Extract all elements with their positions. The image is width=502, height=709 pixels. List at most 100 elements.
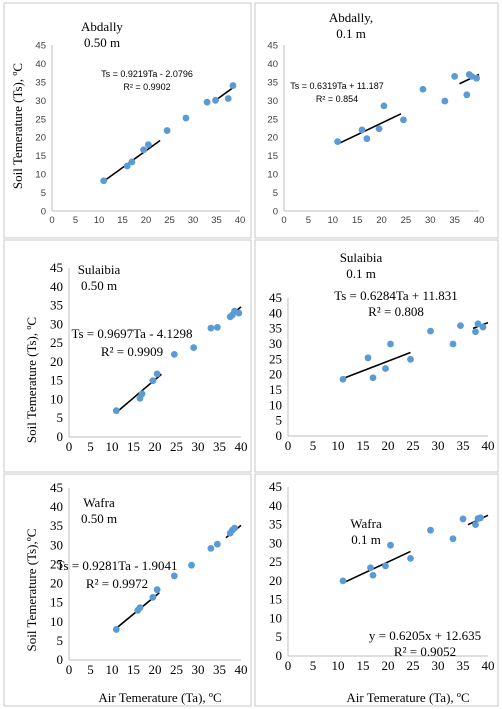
data-point: [369, 374, 377, 382]
trendline: [342, 351, 411, 380]
x-tick-label: 40: [474, 215, 485, 226]
x-tick-label: 30: [432, 438, 445, 453]
x-tick-label: 0: [285, 658, 292, 673]
x-tick-label: 15: [127, 439, 140, 454]
x-tick-label: 25: [170, 439, 183, 454]
r-squared-label: R² = 0.9902: [123, 82, 170, 92]
x-tick-label: 10: [106, 662, 119, 677]
data-point: [451, 72, 459, 80]
y-tick-label: 25: [35, 114, 46, 125]
r-squared-label: R² = 0.854: [316, 94, 358, 104]
y-tick-label: 5: [273, 188, 278, 199]
data-point: [363, 135, 371, 143]
x-tick-label: 30: [432, 658, 445, 673]
x-tick-label: 15: [127, 662, 140, 677]
data-point: [163, 127, 171, 134]
data-point: [358, 126, 366, 134]
data-point: [339, 577, 347, 585]
chart-panel-abdally-01: Abdally, 0.1 m 0 5 10 15 20 25 30 35 40 45 0 5 10 15 2…: [267, 10, 484, 226]
x-tick-label: 0: [285, 438, 292, 453]
data-point: [188, 561, 195, 569]
y-tick-label: 15: [267, 151, 278, 162]
x-tick-label: 10: [94, 215, 105, 226]
y-axis-label: Soil Temerature (Ts), ºC: [24, 317, 39, 443]
panel-frame-2: [254, 2, 499, 239]
y-tick-label: 35: [267, 77, 278, 88]
data-point: [380, 102, 388, 110]
data-point: [213, 323, 221, 331]
data-point: [224, 95, 232, 102]
panel-subtitle: 0.50 m: [81, 278, 117, 293]
r-squared-label: R² = 0.808: [368, 304, 424, 319]
data-point: [339, 375, 347, 383]
y-tick-label: 45: [35, 41, 46, 52]
y-tick-label: 0: [57, 652, 64, 667]
y-tick-label: 30: [50, 316, 63, 331]
data-point: [459, 515, 467, 523]
data-point: [463, 91, 471, 99]
data-point: [170, 572, 178, 580]
x-tick-label: 25: [401, 215, 412, 226]
data-point: [407, 554, 414, 562]
y-tick-label: 25: [269, 554, 282, 569]
x-tick-label: 40: [235, 662, 248, 677]
data-point: [387, 541, 394, 549]
r-squared-label: R² = 0.9909: [101, 344, 163, 359]
data-point: [100, 177, 108, 185]
y-tick-label: 20: [269, 573, 282, 588]
data-point: [229, 82, 237, 89]
x-tick-label: 20: [376, 215, 387, 226]
data-point: [212, 96, 219, 104]
x-axis-label-left: Air Temerature (Ta), ºC: [98, 690, 221, 705]
y-tick-label: 0: [276, 648, 283, 663]
panel-subtitle: 0.1 m: [346, 266, 376, 281]
panel-frame-3: [3, 239, 252, 473]
data-point: [427, 327, 434, 335]
x-tick-label: 5: [73, 215, 78, 226]
x-tick-label: 40: [235, 439, 248, 454]
panel-title: Abdally,: [329, 10, 373, 25]
y-tick-label: 30: [269, 336, 282, 351]
chart-panel-wafra-050: Wafra 0.50 m Soil Temerature (Ts),ºC 051…: [24, 480, 248, 677]
chart-panel-abdally-050: Abdally 0.50 m Soil Temerature (Ts), ºC …: [10, 19, 245, 226]
x-tick-label: 30: [188, 215, 199, 226]
data-point: [235, 309, 243, 317]
panel-subtitle: 0.1 m: [351, 532, 381, 547]
y-tick-label: 35: [50, 298, 63, 313]
x-tick-label: 10: [332, 438, 345, 453]
x-tick-label: 0: [281, 215, 286, 226]
y-tick-label: 10: [269, 397, 282, 412]
x-tick-label: 20: [382, 658, 395, 673]
chart-panel-sulaibia-050: Sulaibia 0.50 m Soil Temerature (Ts), ºC…: [24, 260, 248, 454]
x-tick-label: 5: [306, 215, 311, 226]
regression-equation: Ts = 0.6319Ta + 11.187: [290, 81, 383, 91]
panel-frames: [3, 2, 499, 707]
data-point: [112, 407, 120, 415]
x-tick-label: 15: [352, 215, 363, 226]
x-tick-label: 20: [141, 215, 152, 226]
x-tick-label: 5: [310, 658, 317, 673]
panel-subtitle: 0.50 m: [81, 511, 117, 526]
data-point: [382, 365, 389, 372]
y-tick-label: 0: [276, 428, 283, 443]
data-point: [213, 540, 221, 548]
y-tick-label: 45: [50, 480, 63, 495]
trendline: [337, 113, 402, 145]
data-point: [477, 514, 484, 522]
data-point: [140, 146, 148, 154]
regression-equation: Ts = 0.9219Ta - 2.0796: [101, 69, 193, 79]
y-tick-label: 40: [35, 59, 46, 70]
y-tick-label: 35: [269, 321, 282, 336]
data-point: [149, 593, 157, 601]
data-point: [153, 370, 161, 378]
y-tick-label: 15: [35, 151, 46, 162]
data-point: [207, 324, 215, 332]
x-tick-label: 5: [87, 439, 94, 454]
y-tick-label: 5: [57, 633, 64, 648]
data-point: [207, 544, 215, 552]
x-axis-label-right: Air Temerature (Ta), ºC: [346, 690, 469, 705]
